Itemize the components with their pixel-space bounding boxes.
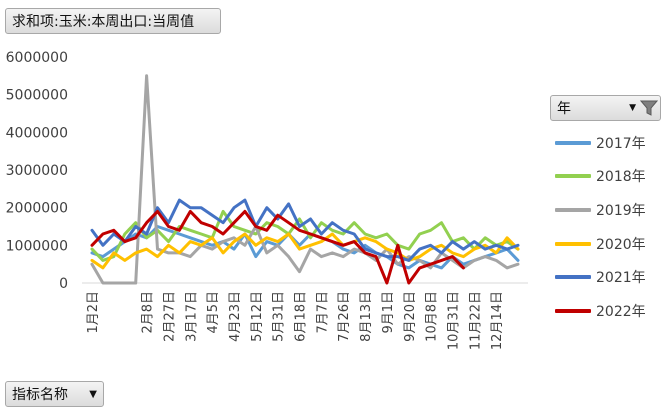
legend-label: 2018年 [596, 169, 646, 186]
legend-label: 2022年 [596, 303, 646, 320]
y-tick-label: 3000000 [6, 163, 68, 179]
series-line-1 [90, 209, 520, 262]
category-field-label: 指标名称 [12, 387, 68, 403]
legend-label: 2019年 [596, 202, 646, 219]
series-lines [90, 74, 520, 285]
series-line-0 [90, 225, 520, 270]
legend-label: 2017年 [596, 135, 646, 152]
x-tick-label: 12月14日 [490, 291, 505, 350]
legend-swatch [555, 241, 591, 246]
legend-item[interactable]: 2020年 [555, 227, 667, 261]
legend-item[interactable]: 2018年 [555, 160, 667, 194]
legend-item[interactable]: 2017年 [555, 126, 667, 160]
x-tick-label: 5月31日 [272, 291, 287, 342]
x-axis: 1月2日 2月8日 2月27日 3月17日 4月5日 4月23日 5月12日 5月31日 6月1… [82, 282, 528, 350]
legend-label: 2020年 [596, 236, 646, 253]
y-tick-label: 6000000 [6, 50, 68, 66]
y-tick-label: 0 [59, 276, 68, 292]
legend: 2017年 2018年 2019年 2020年 2021年 2022年 [555, 126, 667, 328]
series-line-5 [90, 209, 465, 285]
x-tick-label: 9月20日 [403, 291, 418, 342]
y-tick-label: 2000000 [6, 201, 68, 217]
x-tick-label: 7月7日 [315, 291, 330, 334]
value-field-button[interactable]: 求和项:玉米:本周出口:当周值 [5, 8, 221, 34]
x-tick-label: 5月12日 [250, 291, 265, 342]
x-tick-label: 10月8日 [425, 291, 440, 342]
legend-swatch [555, 207, 591, 212]
value-field-label: 求和项:玉米:本周出口:当周值 [12, 14, 195, 30]
x-tick-label: 8月13日 [359, 291, 374, 342]
legend-swatch [555, 140, 591, 145]
y-tick-label: 4000000 [6, 125, 68, 141]
x-tick-label: 4月5日 [206, 291, 221, 334]
filter-funnel-icon[interactable] [640, 99, 658, 117]
x-tick-label: 4月23日 [228, 291, 243, 342]
chevron-down-icon[interactable]: ▼ [629, 103, 636, 113]
legend-swatch [555, 275, 591, 280]
category-field-button[interactable]: 指标名称 ▼ [5, 381, 104, 407]
legend-item[interactable]: 2021年 [555, 260, 667, 294]
legend-field-label: 年 [557, 101, 571, 117]
legend-swatch [555, 174, 591, 179]
legend-item[interactable]: 2019年 [555, 193, 667, 227]
x-tick-label: 1月2日 [86, 291, 101, 334]
legend-swatch [555, 308, 591, 313]
legend-field-button[interactable]: 年 ▼ [550, 95, 661, 121]
x-tick-label: 2月8日 [141, 291, 156, 334]
series-line-4 [90, 198, 520, 262]
legend-label: 2021年 [596, 270, 646, 287]
x-tick-label: 6月18日 [294, 291, 309, 342]
chevron-down-icon: ▼ [89, 388, 97, 400]
x-tick-label: 11月22日 [468, 291, 483, 350]
y-axis: 0 1000000 2000000 3000000 4000000 5000000 6000… [6, 50, 68, 292]
x-tick-label: 2月27日 [162, 291, 177, 342]
y-tick-label: 1000000 [6, 238, 68, 254]
y-tick-label: 5000000 [6, 88, 68, 104]
x-tick-label: 7月26日 [337, 291, 352, 342]
legend-item[interactable]: 2022年 [555, 294, 667, 328]
x-tick-label: 9月1日 [381, 291, 396, 334]
x-tick-label: 3月17日 [184, 291, 199, 342]
x-tick-label: 10月31日 [446, 291, 461, 350]
